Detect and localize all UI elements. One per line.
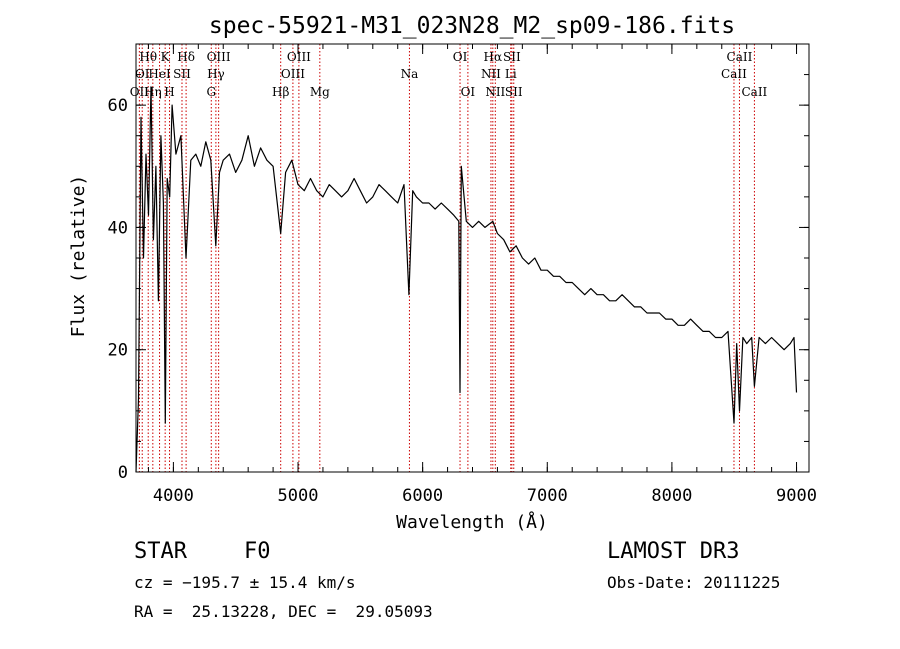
line-label: Hδ xyxy=(177,50,195,64)
x-tick-label: 6000 xyxy=(402,486,443,506)
line-label: SII xyxy=(173,67,191,81)
line-label: K xyxy=(161,50,171,64)
line-label: G xyxy=(206,85,216,99)
x-axis-label: Wavelength (Å) xyxy=(396,511,548,533)
line-label: HeI xyxy=(148,67,171,81)
line-label: Hα xyxy=(484,50,503,64)
line-label: OI xyxy=(461,85,476,99)
survey-name: LAMOST DR3 xyxy=(607,539,740,564)
line-label: H xyxy=(164,85,174,99)
line-label: NII xyxy=(485,85,505,99)
obs-date: Obs-Date: 20111225 xyxy=(607,573,781,592)
coordinates: RA = 25.13228, DEC = 29.05093 xyxy=(134,602,433,621)
y-axis-label: Flux (relative) xyxy=(68,175,89,338)
x-tick-label: 8000 xyxy=(651,486,692,506)
plot-frame xyxy=(135,43,810,473)
line-label: Hγ xyxy=(207,67,225,81)
x-tick-label: 9000 xyxy=(776,486,817,506)
subclass: F0 xyxy=(244,539,271,564)
line-label: Hθ xyxy=(139,50,157,64)
line-label: OI xyxy=(135,67,150,81)
line-label: CaII xyxy=(741,85,767,99)
line-label: OIII xyxy=(281,67,305,81)
line-label: SII xyxy=(503,50,521,64)
y-tick-label: 0 xyxy=(118,463,128,483)
line-label: OI xyxy=(453,50,468,64)
line-label: Hβ xyxy=(272,85,289,99)
y-tick-label: 40 xyxy=(108,218,128,238)
line-label: OIII xyxy=(287,50,311,64)
line-label: CaII xyxy=(721,67,747,81)
line-label: CaII xyxy=(727,50,753,64)
line-label: Li xyxy=(505,67,517,81)
spectrum-series-line xyxy=(135,86,798,473)
line-label: SII xyxy=(505,85,523,99)
line-label: Na xyxy=(401,67,419,81)
chart-title: spec-55921-M31_023N28_M2_sp09-186.fits xyxy=(209,13,735,39)
line-label: OII xyxy=(130,85,150,99)
line-label: Hη xyxy=(144,85,162,99)
x-tick-label: 7000 xyxy=(527,486,568,506)
x-tick-label: 4000 xyxy=(153,486,194,506)
y-tick-label: 60 xyxy=(108,96,128,116)
line-label: Mg xyxy=(310,85,330,99)
x-tick-label: 5000 xyxy=(278,486,319,506)
object-class: STAR xyxy=(134,539,187,564)
line-label: NII xyxy=(481,67,501,81)
y-tick-label: 20 xyxy=(108,341,128,361)
line-label: OIII xyxy=(207,50,231,64)
redshift-velocity: cz = −195.7 ± 15.4 km/s xyxy=(134,573,356,592)
